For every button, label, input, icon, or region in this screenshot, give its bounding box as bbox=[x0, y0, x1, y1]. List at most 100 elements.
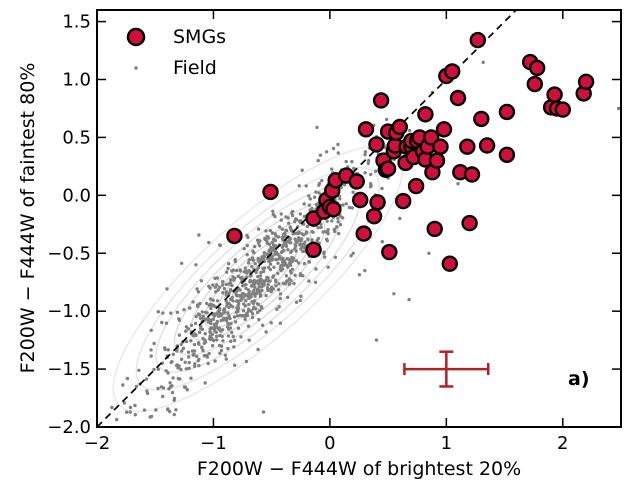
field-point bbox=[224, 357, 228, 361]
smg-point bbox=[529, 59, 546, 77]
field-point bbox=[298, 272, 303, 276]
field-point bbox=[172, 396, 177, 401]
field-point bbox=[265, 235, 269, 240]
field-point bbox=[264, 330, 268, 334]
field-point bbox=[236, 326, 241, 330]
field-point bbox=[293, 220, 297, 224]
field-point bbox=[302, 233, 306, 237]
field-point bbox=[250, 315, 255, 320]
field-point bbox=[186, 350, 191, 354]
field-point bbox=[247, 338, 251, 342]
field-point bbox=[322, 250, 326, 254]
field-point bbox=[293, 237, 297, 241]
field-point bbox=[239, 298, 243, 302]
field-point bbox=[274, 278, 278, 282]
field-point bbox=[161, 386, 166, 390]
legend-field-marker bbox=[134, 66, 138, 70]
field-point bbox=[304, 184, 308, 188]
field-point bbox=[247, 302, 251, 307]
field-point bbox=[258, 294, 263, 298]
field-point bbox=[307, 260, 311, 264]
field-point bbox=[236, 303, 240, 308]
field-point bbox=[175, 349, 179, 353]
field-point bbox=[290, 209, 295, 214]
field-point bbox=[323, 255, 327, 259]
field-point bbox=[266, 283, 270, 287]
field-point bbox=[221, 280, 225, 284]
field-point bbox=[161, 394, 165, 399]
field-point bbox=[297, 261, 301, 265]
field-point bbox=[293, 247, 297, 251]
y-tick-label: −2.0 bbox=[47, 417, 91, 438]
field-point bbox=[225, 325, 230, 329]
field-point bbox=[233, 320, 238, 324]
smg-point bbox=[357, 121, 375, 138]
field-point bbox=[308, 197, 312, 201]
field-point bbox=[336, 151, 340, 155]
field-point bbox=[284, 274, 289, 278]
field-point bbox=[271, 209, 275, 213]
smg-point bbox=[426, 220, 443, 238]
field-point bbox=[122, 401, 127, 405]
smg-point bbox=[554, 101, 571, 118]
field-point bbox=[298, 298, 302, 303]
smg-point bbox=[473, 110, 490, 128]
field-point bbox=[301, 274, 305, 278]
field-point bbox=[239, 276, 243, 280]
field-point bbox=[218, 306, 222, 311]
field-point bbox=[280, 245, 285, 249]
smg-points bbox=[226, 31, 595, 272]
field-point bbox=[213, 326, 217, 330]
field-point bbox=[160, 361, 165, 365]
field-point bbox=[307, 194, 311, 198]
field-point bbox=[293, 243, 297, 247]
field-point bbox=[300, 168, 304, 172]
field-point bbox=[197, 330, 202, 335]
field-point bbox=[266, 279, 270, 283]
field-point bbox=[294, 217, 299, 221]
field-point bbox=[225, 270, 229, 274]
field-point bbox=[270, 285, 274, 289]
field-point bbox=[202, 354, 206, 358]
field-point bbox=[617, 106, 621, 111]
field-point bbox=[191, 353, 196, 357]
field-point bbox=[252, 305, 256, 309]
smg-point bbox=[379, 160, 397, 177]
smg-point bbox=[305, 241, 322, 259]
field-point bbox=[301, 249, 305, 254]
field-point bbox=[456, 182, 460, 186]
plot-frame bbox=[96, 9, 622, 428]
field-point bbox=[184, 339, 189, 344]
field-point bbox=[288, 269, 293, 273]
field-point bbox=[229, 339, 233, 344]
field-point bbox=[170, 360, 174, 364]
y-tick-label: 1.5 bbox=[62, 12, 91, 33]
x-axis-label: F200W − F444W of brightest 20% bbox=[197, 458, 521, 480]
field-point bbox=[216, 288, 220, 292]
field-point bbox=[209, 326, 214, 330]
field-point bbox=[230, 330, 234, 335]
field-point bbox=[195, 354, 199, 359]
field-point bbox=[187, 355, 191, 359]
field-point bbox=[352, 166, 356, 171]
field-point bbox=[284, 228, 288, 233]
legend-smg-label: SMGs bbox=[173, 26, 226, 48]
field-point bbox=[427, 251, 431, 255]
field-point bbox=[204, 317, 208, 321]
field-point bbox=[246, 324, 251, 328]
smg-point bbox=[577, 73, 595, 91]
field-point bbox=[262, 266, 267, 270]
field-point bbox=[247, 258, 252, 262]
field-point bbox=[282, 248, 286, 253]
field-point bbox=[289, 228, 294, 233]
field-point bbox=[200, 346, 204, 350]
field-point bbox=[279, 250, 284, 255]
field-point bbox=[253, 244, 257, 249]
field-point bbox=[363, 152, 367, 157]
smg-point bbox=[352, 191, 369, 209]
field-point bbox=[211, 317, 216, 321]
smg-point bbox=[355, 225, 372, 242]
field-point bbox=[338, 214, 342, 218]
field-point bbox=[201, 314, 205, 318]
field-point bbox=[196, 359, 200, 363]
